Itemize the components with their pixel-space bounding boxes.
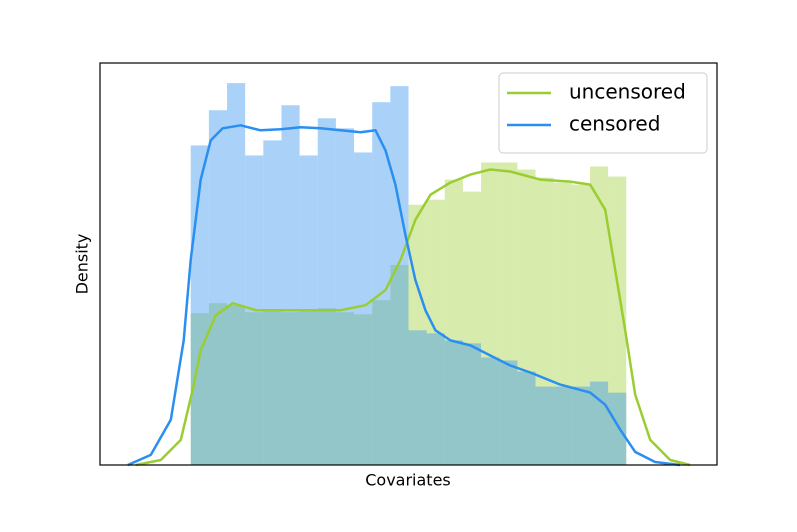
histogram-bar bbox=[517, 169, 536, 465]
histogram-bar bbox=[335, 312, 355, 465]
histogram-bar bbox=[372, 102, 391, 465]
histogram-bar bbox=[263, 140, 282, 465]
legend: uncensored censored bbox=[498, 72, 708, 154]
histogram-bar bbox=[481, 357, 500, 465]
histogram-bar bbox=[227, 83, 246, 465]
histogram-bar bbox=[553, 386, 572, 465]
histogram-bar bbox=[571, 184, 590, 466]
histogram-bar bbox=[535, 386, 554, 465]
histogram-bar bbox=[227, 305, 246, 465]
legend-label: uncensored bbox=[569, 80, 686, 104]
histogram-bar bbox=[553, 182, 572, 465]
legend-label: censored bbox=[569, 112, 660, 136]
histogram-bar bbox=[444, 340, 463, 465]
histogram-bar bbox=[299, 310, 318, 465]
histogram-bar bbox=[263, 310, 282, 465]
histogram-bar bbox=[571, 386, 590, 465]
y-axis-label: Density bbox=[73, 234, 92, 295]
histogram-bar bbox=[190, 313, 209, 465]
histogram-bar bbox=[245, 312, 264, 465]
histogram-bar bbox=[372, 300, 391, 465]
histogram-bar bbox=[354, 314, 373, 465]
histogram-bar bbox=[462, 343, 482, 465]
histogram-bar bbox=[354, 152, 373, 465]
histogram-bar bbox=[444, 179, 463, 465]
kde-line bbox=[127, 124, 681, 467]
histogram-bar bbox=[208, 303, 228, 465]
histogram-bar bbox=[281, 105, 300, 466]
axes-frame bbox=[99, 62, 718, 466]
histogram-bar bbox=[408, 330, 427, 465]
histogram-bar bbox=[517, 371, 536, 465]
histogram-bar bbox=[426, 199, 445, 465]
kde-line bbox=[135, 168, 691, 467]
x-axis-label: Covariates bbox=[365, 471, 451, 490]
histogram-bar bbox=[589, 166, 609, 465]
plot-area bbox=[127, 83, 691, 467]
histogram-bar bbox=[481, 162, 500, 465]
histogram-bar bbox=[608, 392, 627, 465]
histogram-bar bbox=[281, 312, 300, 465]
histogram-bar bbox=[390, 265, 409, 465]
histogram-bar bbox=[535, 177, 554, 465]
histogram-bar bbox=[499, 360, 518, 465]
histogram-bar bbox=[335, 128, 355, 465]
histogram-bar bbox=[499, 162, 518, 465]
histogram-bar bbox=[462, 191, 482, 465]
histogram-bar bbox=[317, 118, 336, 466]
histogram-bar bbox=[317, 308, 336, 465]
histogram-bar bbox=[208, 110, 228, 466]
histogram-bar bbox=[426, 333, 445, 465]
